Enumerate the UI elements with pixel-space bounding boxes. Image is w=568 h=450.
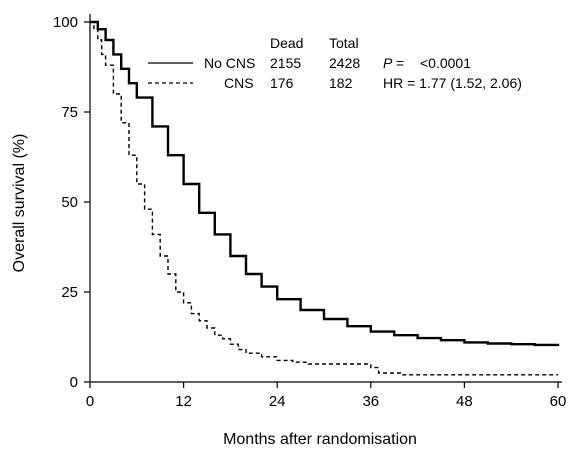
- legend-stat-p-label: P =: [383, 55, 404, 71]
- x-axis-label: Months after randomisation: [223, 431, 417, 448]
- legend-total-cns: 182: [329, 75, 353, 91]
- legend-label-no-cns: No CNS: [204, 55, 255, 71]
- legend-dead-no-cns: 2155: [270, 55, 301, 71]
- legend-dead-cns: 176: [270, 75, 294, 91]
- y-axis-label: Overall survival (%): [11, 134, 28, 273]
- x-tick-label: 36: [362, 393, 379, 410]
- legend-header-dead: Dead: [270, 35, 303, 51]
- y-tick-label: 50: [61, 194, 78, 211]
- y-tick-label: 0: [70, 374, 78, 391]
- legend-header-total: Total: [329, 35, 359, 51]
- series-line-cns: [90, 21, 558, 376]
- x-tick-label: 48: [456, 393, 473, 410]
- legend: Dead Total No CNS 2155 2428 P = <0.0001 …: [148, 35, 522, 91]
- series-line-no-cns: [90, 20, 560, 347]
- ticks: 0 12 24 36 48 60 0 25 50 75 100: [53, 14, 566, 410]
- x-tick-label: 24: [269, 393, 286, 410]
- x-tick-label: 0: [86, 393, 94, 410]
- y-tick-label: 75: [61, 104, 78, 121]
- legend-label-cns: CNS: [224, 75, 254, 91]
- y-tick-label: 100: [53, 14, 78, 31]
- x-tick-label: 12: [175, 393, 192, 410]
- series-layer: [90, 20, 560, 376]
- x-tick-label: 60: [550, 393, 567, 410]
- legend-stat-hr: HR = 1.77 (1.52, 2.06): [383, 75, 522, 91]
- y-tick-label: 25: [61, 284, 78, 301]
- legend-stat-p-value: <0.0001: [420, 55, 471, 71]
- legend-total-no-cns: 2428: [329, 55, 360, 71]
- axes: [89, 14, 562, 383]
